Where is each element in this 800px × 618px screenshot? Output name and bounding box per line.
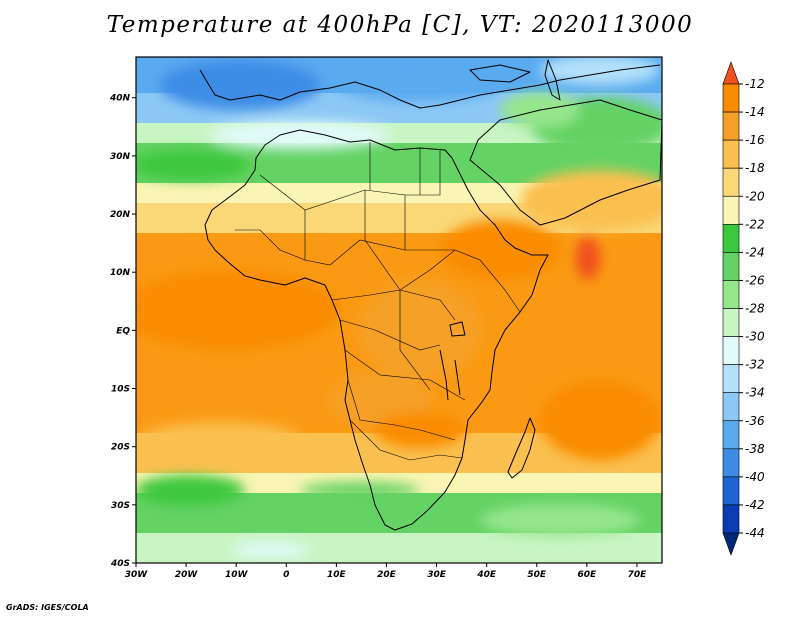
latitude-axis: 40N 30N 20N 10N EQ 10S 20S 30S 40S — [109, 94, 136, 569]
black-sea-outline — [469, 64, 531, 83]
lat-tick-label: 20S — [111, 443, 130, 453]
colorbar-label: -30 — [745, 330, 765, 344]
lat-tick-label: 40N — [109, 94, 131, 104]
lake-victoria — [449, 321, 466, 337]
colorbar-swatch — [722, 61, 740, 85]
colorbar-swatch — [722, 392, 740, 422]
colorbar: -12 -14 -16 -18 -20 -22 -24 -26 -28 -30 -32 -34 -36 -… — [722, 61, 765, 556]
colorbar-swatch — [722, 308, 740, 337]
madagascar-outline — [507, 417, 536, 479]
lon-tick-label: 40E — [476, 570, 497, 580]
grads-credit: GrADS: IGES/COLA — [6, 603, 89, 612]
colorbar-label: -28 — [745, 302, 765, 316]
colorbar-label: -42 — [745, 498, 765, 512]
colorbar-label: -20 — [745, 189, 765, 203]
colorbar-swatch — [722, 476, 740, 506]
colorbar-swatch — [722, 364, 740, 393]
colorbar-swatch — [722, 448, 740, 478]
longitude-axis: 30W 20W 10W 0 10E 20E 30E 40E 50E 60E 70E — [125, 563, 647, 580]
colorbar-label: -22 — [745, 217, 765, 231]
colorbar-swatch — [722, 224, 740, 253]
lat-tick-label: 20N — [110, 210, 131, 220]
lon-tick-label: 60E — [578, 570, 598, 580]
lon-tick-label: 20E — [377, 570, 397, 580]
colorbar-label: -12 — [745, 77, 765, 91]
lon-tick-label: 10E — [327, 570, 347, 580]
lat-tick-label: EQ — [116, 326, 130, 336]
colorbar-swatch — [722, 252, 740, 281]
colorbar-label: -26 — [745, 273, 765, 287]
lon-tick-label: 50E — [527, 570, 547, 580]
lon-tick-label: 20W — [175, 570, 199, 580]
lon-tick-label: 10W — [225, 570, 249, 580]
colorbar-swatch — [722, 532, 740, 556]
colorbar-label: -34 — [745, 386, 765, 400]
africa-coastline — [204, 129, 549, 531]
colorbar-swatch — [722, 139, 740, 169]
arabia-outline — [469, 99, 662, 226]
plot-frame — [135, 56, 663, 564]
caspian-outline — [544, 59, 561, 101]
colorbar-swatch — [722, 336, 740, 365]
colorbar-swatch — [722, 167, 740, 197]
colorbar-label: -44 — [745, 526, 765, 540]
colorbar-label: -16 — [745, 133, 765, 147]
colorbar-label: -40 — [745, 470, 765, 484]
colorbar-swatch — [722, 504, 740, 534]
map-title: Temperature at 400hPa [C], VT: 202011300… — [106, 12, 694, 38]
colorbar-swatch — [722, 195, 740, 225]
lat-tick-label: 30S — [111, 501, 130, 511]
colorbar-label: -38 — [745, 442, 765, 456]
colorbar-label: -36 — [745, 414, 765, 428]
lat-tick-label: 10N — [110, 268, 131, 278]
lon-tick-label: 70E — [628, 570, 648, 580]
band-light-green-south — [136, 533, 662, 563]
lat-tick-label: 30N — [110, 152, 131, 162]
lon-tick-label: 30E — [427, 570, 447, 580]
colorbar-swatch — [722, 111, 740, 141]
colorbar-swatch — [722, 83, 740, 113]
lat-tick-label: 40S — [110, 559, 130, 569]
country-borders — [235, 142, 521, 461]
colorbar-swatch — [722, 420, 740, 450]
lon-tick-label: 30W — [125, 570, 149, 580]
band-pale-south — [136, 473, 662, 493]
colorbar-label: -18 — [745, 161, 765, 175]
colorbar-label: -32 — [745, 358, 765, 372]
temperature-field — [136, 57, 662, 563]
colorbar-swatch — [722, 280, 740, 309]
colorbar-label: -14 — [745, 105, 765, 119]
rift-lakes — [439, 349, 461, 401]
coastlines — [199, 59, 662, 531]
lon-tick-label: 0 — [283, 570, 289, 580]
colorbar-label: -24 — [745, 245, 765, 259]
lat-tick-label: 10S — [111, 385, 130, 395]
